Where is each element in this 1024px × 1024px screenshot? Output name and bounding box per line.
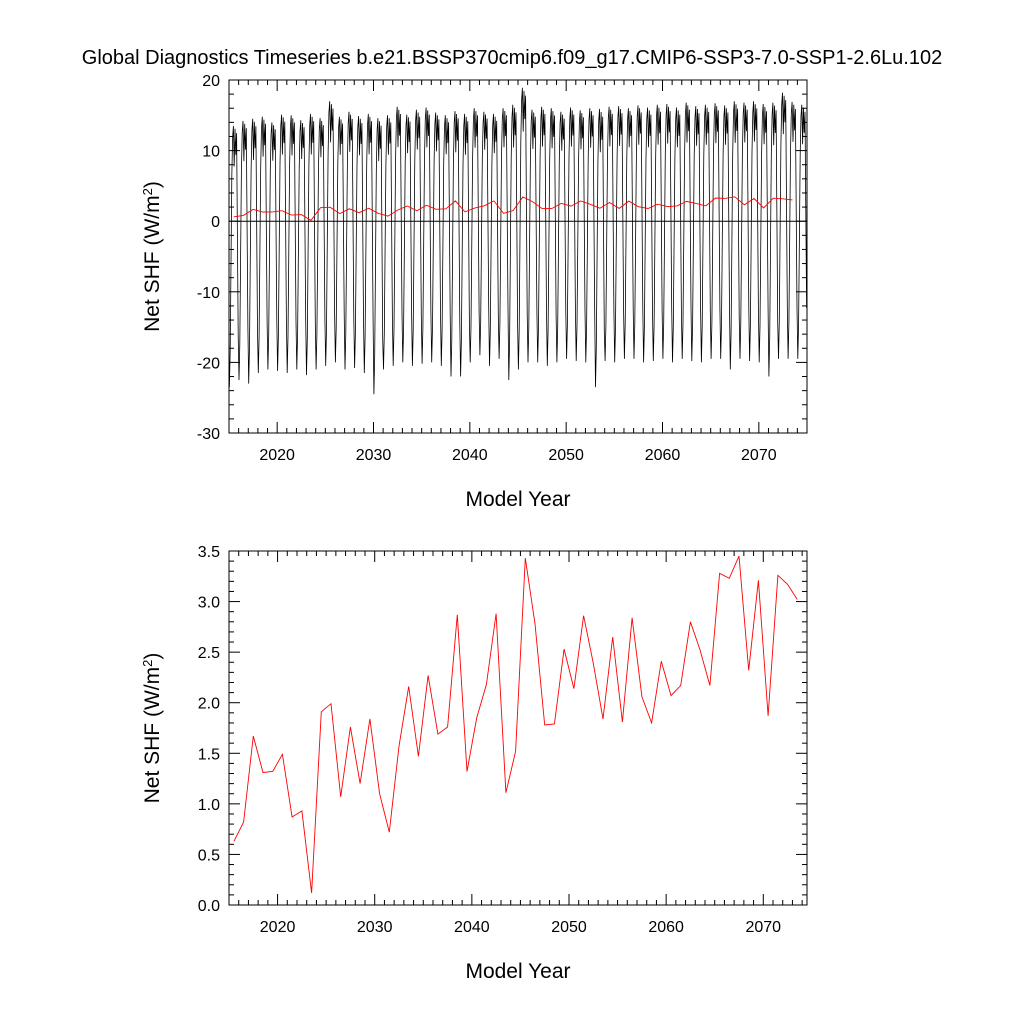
bottom-y-label-close: ) (141, 653, 164, 660)
y-tick-label: -10 (197, 285, 220, 302)
x-tick-label: 2070 (741, 447, 777, 464)
y-tick-label: 2.5 (198, 645, 220, 662)
x-tick-label: 2050 (548, 447, 584, 464)
top-tick-labels: 2020 2030 2040 2050 2060 2070 -30 -20 -10 0 10 20 (197, 73, 777, 464)
y-tick-label: 0 (211, 214, 220, 231)
bottom-ticks (228, 550, 807, 906)
bottom-panel: 2020 2030 2040 2050 2060 2070 0.0 0.5 1.0 1.5 2.0 2… (140, 544, 808, 983)
y-tick-label: 10 (202, 144, 220, 161)
y-tick-label: 0.5 (198, 847, 220, 864)
top-panel: 2020 2030 2040 2050 2060 2070 -30 -20 -10 0 10 20 M… (140, 73, 808, 511)
y-tick-label: 1.0 (198, 797, 220, 814)
bottom-y-label-sup: 2 (140, 660, 155, 667)
x-tick-label: 2040 (452, 447, 488, 464)
x-tick-label: 2030 (357, 919, 393, 936)
top-y-label-close: ) (141, 181, 164, 188)
y-tick-label: -20 (197, 355, 220, 372)
top-x-axis-label: Model Year (465, 488, 570, 511)
top-y-label-main: Net SHF (W/m (141, 195, 164, 332)
bottom-y-axis-label: Net SHF (W/m2) (140, 653, 165, 804)
annual-mean-series (233, 555, 798, 893)
y-tick-label: 20 (202, 73, 220, 90)
bottom-series (233, 555, 798, 893)
x-tick-label: 2050 (551, 919, 587, 936)
x-tick-label: 2060 (648, 919, 684, 936)
x-tick-label: 2020 (260, 919, 296, 936)
x-tick-label: 2070 (745, 919, 781, 936)
top-y-axis-label: Net SHF (W/m2) (140, 181, 165, 332)
top-plot-frame (228, 79, 808, 434)
y-tick-label: 2.0 (198, 696, 220, 713)
top-ticks (228, 79, 808, 434)
x-tick-label: 2030 (356, 447, 392, 464)
y-tick-label: -30 (197, 426, 220, 443)
bottom-plot-frame (228, 550, 808, 906)
bottom-y-label-main: Net SHF (W/m (141, 667, 164, 804)
y-tick-label: 1.5 (198, 746, 220, 763)
x-tick-label: 2060 (645, 447, 681, 464)
y-tick-label: 0.0 (198, 898, 220, 915)
x-tick-label: 2020 (259, 447, 295, 464)
y-tick-label: 3.0 (198, 595, 220, 612)
figure-title: Global Diagnostics Timeseries b.e21.BSSP… (82, 47, 942, 69)
top-series (229, 87, 807, 395)
top-y-label-sup: 2 (140, 188, 155, 195)
bottom-x-axis-label: Model Year (465, 960, 570, 983)
x-tick-label: 2040 (454, 919, 490, 936)
y-tick-label: 3.5 (198, 544, 220, 561)
annual-mean-series (233, 196, 793, 221)
bottom-tick-labels: 2020 2030 2040 2050 2060 2070 0.0 0.5 1.0 1.5 2.0 2… (198, 544, 781, 936)
monthly-shf-series (229, 87, 807, 395)
